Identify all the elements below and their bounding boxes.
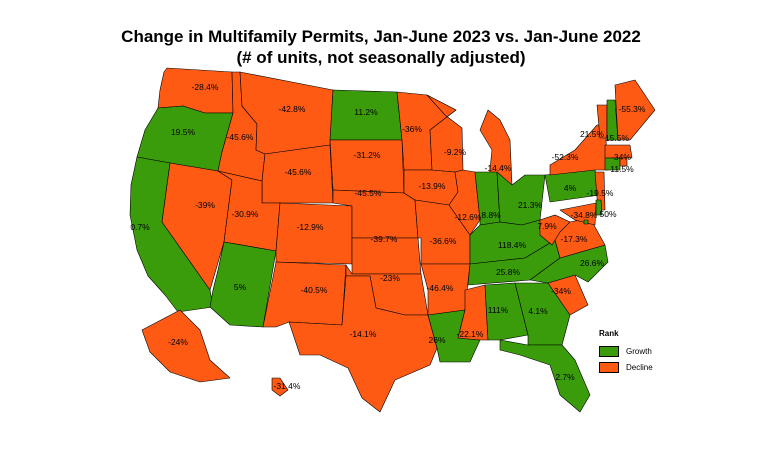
state-label-ma: -34% xyxy=(611,152,631,162)
legend-label-decline: Decline xyxy=(626,362,653,372)
state-wy xyxy=(261,144,334,204)
state-label-nm: -40.5% xyxy=(301,285,328,295)
legend-swatch-growth xyxy=(599,345,619,357)
state-ma xyxy=(604,144,633,159)
state-label-nh: 15.5% xyxy=(605,133,630,143)
legend-title: Rank xyxy=(599,329,619,338)
legend-swatch-decline xyxy=(599,361,619,373)
state-label-ky: 118.4% xyxy=(498,240,527,250)
state-label-sc: -34% xyxy=(551,286,571,296)
state-az xyxy=(209,241,277,328)
state-label-al: 111% xyxy=(488,305,509,315)
state-md xyxy=(559,202,597,226)
state-label-mo: -36.6% xyxy=(430,236,457,246)
state-label-ar: -46.4% xyxy=(427,283,454,293)
state-label-me: -55.3% xyxy=(619,104,646,114)
legend-item-decline: Decline xyxy=(599,359,653,375)
state-tx xyxy=(288,275,438,413)
state-label-tx: -14.1% xyxy=(350,329,377,339)
state-label-il: -12.6% xyxy=(455,212,482,222)
title-line-1: Change in Multifamily Permits, Jan-June … xyxy=(121,27,641,46)
state-wv xyxy=(539,214,571,246)
state-label-ut: -30.9% xyxy=(232,209,259,219)
state-label-sd: -31.2% xyxy=(354,150,381,160)
state-label-vt: 21.5% xyxy=(580,129,605,139)
state-label-ne: -45.5% xyxy=(355,188,382,198)
state-label-ny: -52.3% xyxy=(552,152,579,162)
state-label-ct: 11.5% xyxy=(610,164,634,174)
state-hi xyxy=(271,377,289,397)
state-label-pa: 4% xyxy=(564,183,577,193)
state-dc xyxy=(583,219,589,225)
title-line-2: (# of units, not seasonally adjusted) xyxy=(236,48,526,67)
state-de xyxy=(595,199,603,216)
state-al xyxy=(484,282,529,341)
state-label-la: 26% xyxy=(428,335,445,345)
map-title: Change in Multifamily Permits, Jan-June … xyxy=(0,26,762,68)
state-ri xyxy=(619,157,628,167)
state-label-tn: 25.8% xyxy=(496,267,521,277)
legend: Rank Growth Decline xyxy=(599,329,653,375)
state-label-nj: -19.5% xyxy=(587,188,614,198)
legend-item-growth: Growth xyxy=(599,343,653,359)
state-label-mi: -14.4% xyxy=(485,163,512,173)
state-label-ms: -22.1% xyxy=(457,329,484,339)
state-label-ok: -23% xyxy=(380,273,400,283)
state-il xyxy=(448,169,481,236)
state-sd xyxy=(329,139,405,194)
state-label-oh: 21.3% xyxy=(518,200,543,210)
state-label-mn: -36% xyxy=(402,124,422,134)
state-ct xyxy=(604,157,621,171)
state-label-or: 19.5% xyxy=(171,127,196,137)
state-label-wy: -45.6% xyxy=(285,167,312,177)
state-label-co: -12.9% xyxy=(297,222,324,232)
state-label-ca: 0.7% xyxy=(130,222,150,232)
state-label-wi: -9.2% xyxy=(444,147,467,157)
state-label-md: -34.8% xyxy=(571,210,598,220)
state-label-wa: -28.4% xyxy=(192,82,219,92)
state-label-id: -45.6% xyxy=(227,132,254,142)
state-label-dc: 50% xyxy=(599,209,616,219)
state-label-mt: -42.8% xyxy=(279,104,306,114)
state-label-fl: 2.7% xyxy=(555,372,575,382)
state-label-ak: -24% xyxy=(168,337,188,347)
state-fl xyxy=(499,339,591,413)
state-co xyxy=(275,202,353,265)
state-label-nc: 26.6% xyxy=(580,258,605,268)
state-label-nv: -39% xyxy=(195,200,215,210)
state-me xyxy=(614,79,656,141)
state-label-ks: -39.7% xyxy=(371,234,398,244)
legend-label-growth: Growth xyxy=(626,346,652,356)
state-label-az: 5% xyxy=(234,282,247,292)
state-label-va: -17.3% xyxy=(561,234,588,244)
state-oh xyxy=(496,171,546,226)
state-label-wv: 7.9% xyxy=(537,221,557,231)
state-label-nd: 11.2% xyxy=(354,107,378,117)
state-label-hi: -31.4% xyxy=(274,381,301,391)
state-label-ia: -13.9% xyxy=(419,181,446,191)
state-label-in: 8.8% xyxy=(481,210,501,220)
state-ak xyxy=(141,309,231,383)
state-label-ga: 4.1% xyxy=(528,306,548,316)
